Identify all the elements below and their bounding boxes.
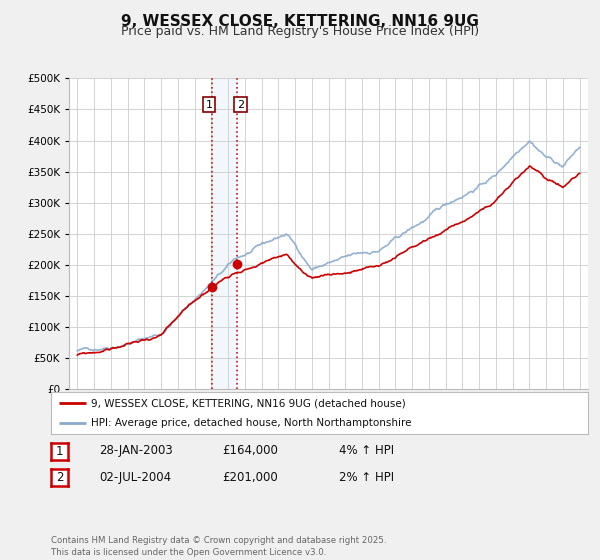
Text: 4% ↑ HPI: 4% ↑ HPI	[339, 444, 394, 458]
Text: 9, WESSEX CLOSE, KETTERING, NN16 9UG (detached house): 9, WESSEX CLOSE, KETTERING, NN16 9UG (de…	[91, 398, 406, 408]
Text: £201,000: £201,000	[222, 470, 278, 484]
Text: HPI: Average price, detached house, North Northamptonshire: HPI: Average price, detached house, Nort…	[91, 418, 412, 428]
Text: 2% ↑ HPI: 2% ↑ HPI	[339, 470, 394, 484]
Text: £164,000: £164,000	[222, 444, 278, 458]
Text: Contains HM Land Registry data © Crown copyright and database right 2025.
This d: Contains HM Land Registry data © Crown c…	[51, 536, 386, 557]
Text: Price paid vs. HM Land Registry's House Price Index (HPI): Price paid vs. HM Land Registry's House …	[121, 25, 479, 38]
Text: 2: 2	[237, 100, 244, 110]
Text: 02-JUL-2004: 02-JUL-2004	[99, 470, 171, 484]
Bar	[212, 78, 237, 389]
Text: 2: 2	[56, 471, 63, 484]
Text: 9, WESSEX CLOSE, KETTERING, NN16 9UG: 9, WESSEX CLOSE, KETTERING, NN16 9UG	[121, 14, 479, 29]
Text: 1: 1	[206, 100, 212, 110]
Text: 28-JAN-2003: 28-JAN-2003	[99, 444, 173, 458]
Text: 1: 1	[56, 445, 63, 458]
